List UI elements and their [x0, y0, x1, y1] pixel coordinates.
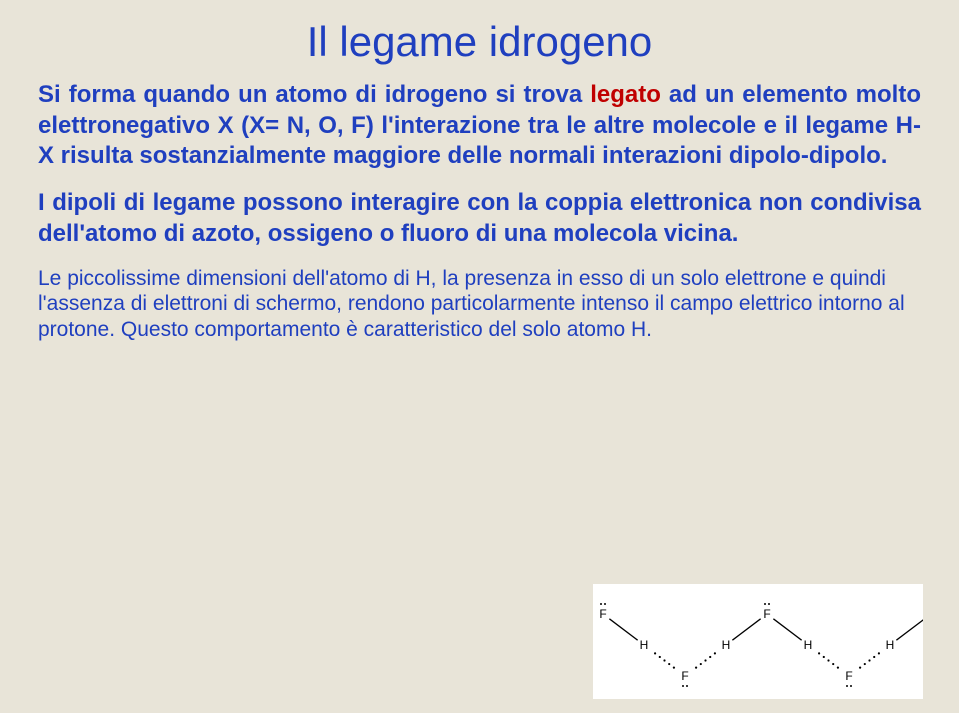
page-title: Il legame idrogeno — [38, 18, 921, 66]
svg-text:H: H — [804, 638, 813, 652]
p1-legato: legato — [590, 81, 661, 108]
paragraph-3: Le piccolissime dimensioni dell'atomo di… — [38, 266, 921, 343]
hf-chain-svg: HFFFFFHHHH — [593, 584, 923, 699]
paragraph-2: I dipoli di legame possono interagire co… — [38, 188, 921, 249]
svg-text:H: H — [640, 638, 649, 652]
svg-text:F: F — [599, 607, 606, 621]
p2-text: I dipoli di legame possono interagire co… — [38, 189, 921, 247]
p1-seg1: Si forma quando un atomo di idrogeno si … — [38, 81, 590, 108]
svg-text:H: H — [722, 638, 731, 652]
hf-chain-diagram: HFFFFFHHHH — [593, 584, 923, 699]
p3-text: Le piccolissime dimensioni dell'atomo di… — [38, 267, 905, 341]
paragraph-1: Si forma quando un atomo di idrogeno si … — [38, 80, 921, 172]
svg-text:F: F — [845, 669, 852, 683]
svg-text:F: F — [763, 607, 770, 621]
svg-text:F: F — [681, 669, 688, 683]
title-text: Il legame idrogeno — [307, 18, 653, 65]
svg-text:H: H — [886, 638, 895, 652]
